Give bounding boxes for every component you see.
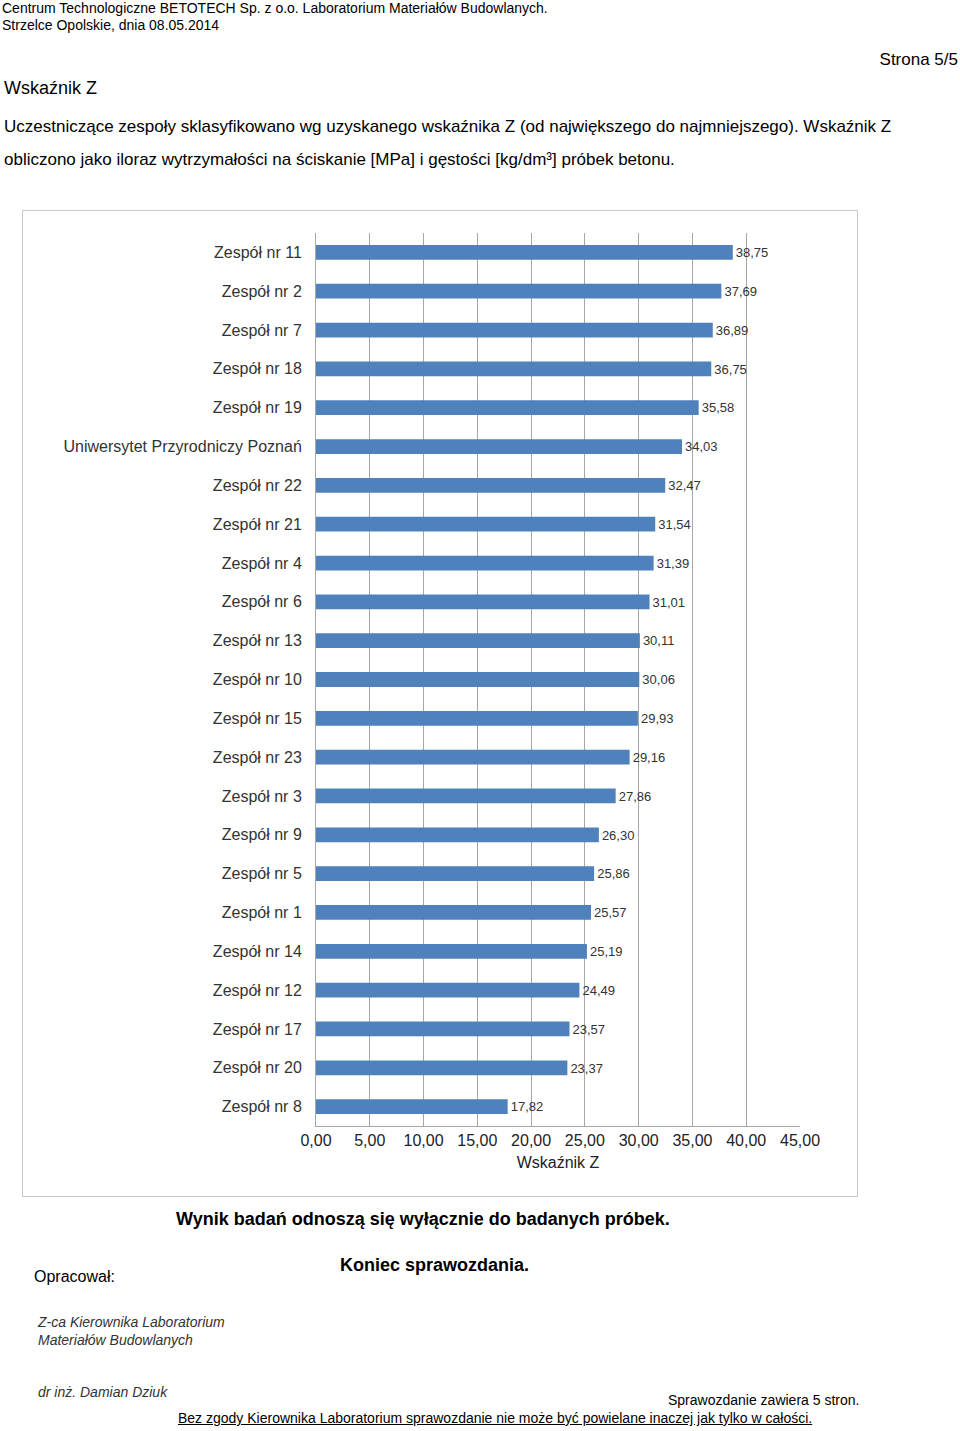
html-text:Opracował:: Opracował: — [34, 1268, 115, 1285]
svg-text:31,54: 31,54 — [658, 517, 691, 532]
svg-text:30,11: 30,11 — [643, 633, 675, 648]
svg-text:29,93: 29,93 — [641, 711, 674, 726]
svg-text:25,57: 25,57 — [594, 905, 627, 920]
html-text:Bez zgody Kierownika Laborator: Bez zgody Kierownika Laboratorium sprawo… — [178, 1410, 813, 1426]
svg-text:25,86: 25,86 — [597, 866, 630, 881]
svg-text:Zespół nr 2: Zespół nr 2 — [222, 283, 302, 300]
svg-text:Zespół nr 13: Zespół nr 13 — [213, 632, 302, 649]
svg-text:Zespół nr 12: Zespół nr 12 — [213, 982, 302, 999]
html-text:Strona 5/5: Strona 5/5 — [879, 50, 958, 69]
svg-text:30,00: 30,00 — [619, 1132, 659, 1149]
svg-text:31,01: 31,01 — [653, 595, 686, 610]
svg-text:45,00: 45,00 — [780, 1132, 820, 1149]
svg-text:Zespół nr 23: Zespół nr 23 — [213, 749, 302, 766]
svg-text:0,00: 0,00 — [300, 1132, 331, 1149]
svg-text:Zespół nr 3: Zespół nr 3 — [222, 788, 302, 805]
svg-text:36,89: 36,89 — [716, 323, 749, 338]
html-text:Centrum Technologiczne BETOTEC: Centrum Technologiczne BETOTECH Sp. z o.… — [2, 0, 548, 16]
svg-text:26,30: 26,30 — [602, 828, 635, 843]
svg-text:Zespół nr 1: Zespół nr 1 — [222, 904, 302, 921]
svg-text:37,69: 37,69 — [724, 284, 757, 299]
html-text:Wskaźnik Z: Wskaźnik Z — [4, 78, 97, 98]
svg-text:Zespół nr 10: Zespół nr 10 — [213, 671, 302, 688]
html-text:Sprawozdanie zawiera 5 stron.: Sprawozdanie zawiera 5 stron. — [668, 1392, 860, 1408]
html-text:Koniec sprawozdania.: Koniec sprawozdania. — [340, 1255, 529, 1275]
svg-text:34,03: 34,03 — [685, 439, 718, 454]
svg-text:5,00: 5,00 — [354, 1132, 385, 1149]
svg-text:20,00: 20,00 — [511, 1132, 551, 1149]
svg-text:Uniwersytet Przyrodniczy Pozna: Uniwersytet Przyrodniczy Poznań — [63, 438, 301, 455]
html-text:Z-ca Kierownika Laboratorium: Z-ca Kierownika Laboratorium — [38, 1314, 225, 1330]
svg-text:Zespół nr 8: Zespół nr 8 — [222, 1098, 302, 1115]
svg-text:40,00: 40,00 — [726, 1132, 766, 1149]
svg-text:15,00: 15,00 — [457, 1132, 497, 1149]
svg-text:35,00: 35,00 — [672, 1132, 712, 1149]
svg-text:Zespół nr 7: Zespół nr 7 — [222, 322, 302, 339]
svg-text:Zespół nr 14: Zespół nr 14 — [213, 943, 302, 960]
svg-text:Zespół nr 15: Zespół nr 15 — [213, 710, 302, 727]
svg-text:Zespół nr 21: Zespół nr 21 — [213, 516, 302, 533]
svg-text:17,82: 17,82 — [511, 1099, 544, 1114]
svg-text:30,06: 30,06 — [642, 672, 675, 687]
html-text:dr inż. Damian Dziuk: dr inż. Damian Dziuk — [38, 1384, 168, 1400]
svg-text:Zespół nr 5: Zespół nr 5 — [222, 865, 302, 882]
svg-text:35,58: 35,58 — [702, 400, 735, 415]
svg-text:Zespół nr 17: Zespół nr 17 — [213, 1021, 302, 1038]
html-text:Wynik badań odnoszą się wyłącz: Wynik badań odnoszą się wyłącznie do bad… — [176, 1209, 670, 1229]
svg-text:29,16: 29,16 — [633, 750, 666, 765]
svg-text:27,86: 27,86 — [619, 789, 652, 804]
svg-text:25,19: 25,19 — [590, 944, 623, 959]
svg-text:Zespół nr 20: Zespół nr 20 — [213, 1059, 302, 1076]
svg-text:Zespół nr 4: Zespół nr 4 — [222, 555, 302, 572]
svg-text:Zespół nr 19: Zespół nr 19 — [213, 399, 302, 416]
svg-text:Zespół nr 9: Zespół nr 9 — [222, 826, 302, 843]
svg-text:24,49: 24,49 — [582, 983, 615, 998]
svg-text:31,39: 31,39 — [657, 556, 690, 571]
svg-text:Zespół nr 22: Zespół nr 22 — [213, 477, 302, 494]
svg-text:Wskaźnik Z: Wskaźnik Z — [517, 1154, 600, 1171]
html-text:Materiałów Budowlanych: Materiałów Budowlanych — [38, 1332, 193, 1348]
svg-text:25,00: 25,00 — [565, 1132, 605, 1149]
svg-text:Zespół nr 11: Zespół nr 11 — [214, 244, 302, 261]
html-text:Strzelce Opolskie, dnia 08.05.: Strzelce Opolskie, dnia 08.05.2014 — [2, 17, 220, 33]
svg-text:23,57: 23,57 — [573, 1022, 606, 1037]
svg-text:Zespół nr 18: Zespół nr 18 — [213, 360, 302, 377]
svg-text:10,00: 10,00 — [404, 1132, 444, 1149]
svg-text:38,75: 38,75 — [736, 245, 769, 260]
svg-text:23,37: 23,37 — [570, 1061, 603, 1076]
svg-text:36,75: 36,75 — [714, 362, 747, 377]
svg-text:32,47: 32,47 — [668, 478, 701, 493]
html-text:Uczestniczące zespoły sklasyfi: Uczestniczące zespoły sklasyfikowano wg … — [4, 117, 892, 169]
svg-text:Zespół nr 6: Zespół nr 6 — [222, 593, 302, 610]
